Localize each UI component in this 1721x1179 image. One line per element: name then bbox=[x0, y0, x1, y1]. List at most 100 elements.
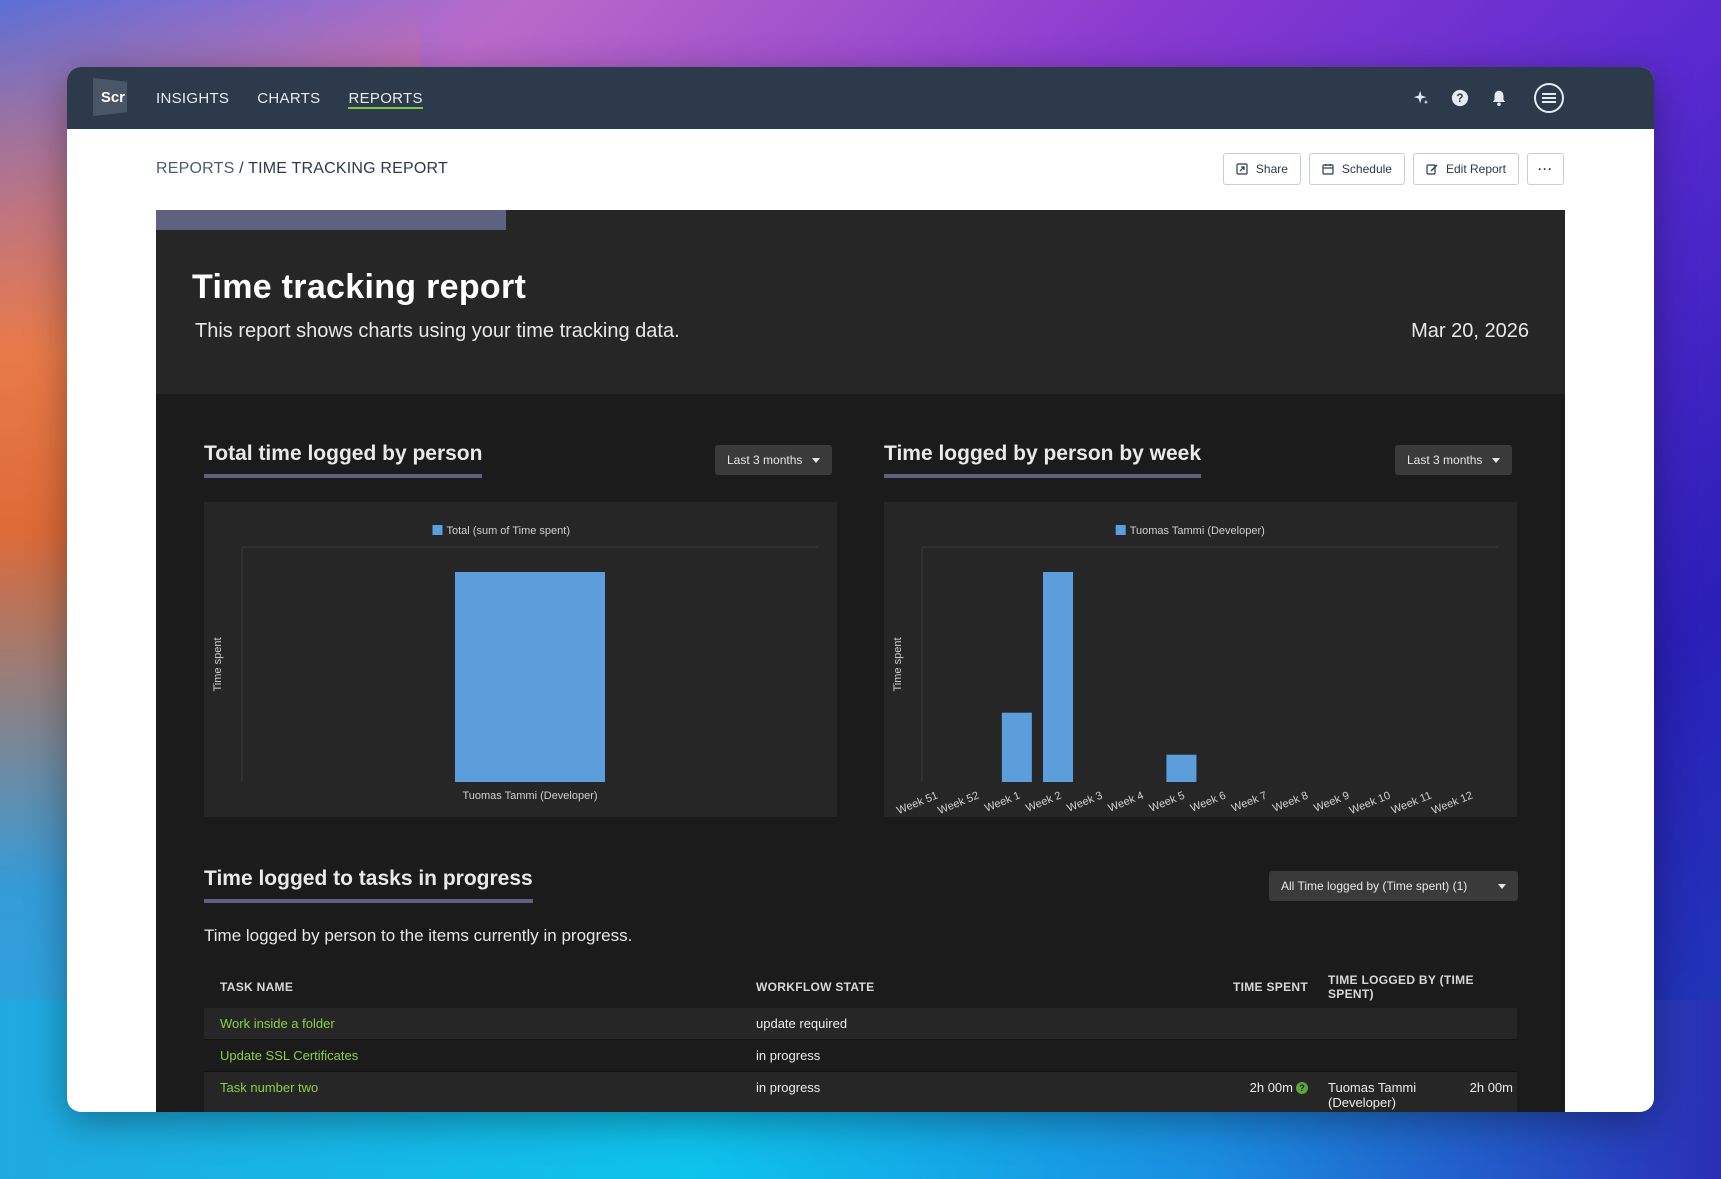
table-header: TASK NAME WORKFLOW STATE TIME SPENT TIME… bbox=[204, 966, 1517, 1008]
x-tick-label: Week 52 bbox=[936, 790, 981, 817]
bar bbox=[1166, 754, 1197, 782]
help-badge-icon[interactable]: ? bbox=[1296, 1082, 1308, 1094]
task-link[interactable]: Update SSL Certificates bbox=[220, 1048, 359, 1063]
main-nav: INSIGHTS CHARTS REPORTS bbox=[156, 67, 451, 129]
caret-down-icon bbox=[812, 457, 821, 463]
nav-charts[interactable]: CHARTS bbox=[257, 89, 321, 107]
x-tick-label: Week 1 bbox=[983, 790, 1022, 815]
tasks-section-title: Time logged to tasks in progress bbox=[204, 867, 533, 903]
report-actions: Share Schedule Edit Report ··· bbox=[1215, 153, 1564, 185]
report-canvas: Time tracking report This report shows c… bbox=[156, 210, 1565, 1112]
x-tick-label: Week 3 bbox=[1065, 790, 1104, 815]
range-label: Last 3 months bbox=[727, 453, 803, 467]
report-date: Mar 20, 2026 bbox=[1411, 320, 1529, 342]
x-tick-label: Week 10 bbox=[1348, 790, 1393, 817]
calendar-icon bbox=[1322, 164, 1334, 175]
schedule-button[interactable]: Schedule bbox=[1308, 153, 1405, 185]
table-row: Update SSL Certificates in progress bbox=[204, 1040, 1517, 1072]
share-icon bbox=[1236, 163, 1248, 175]
edit-report-label: Edit Report bbox=[1445, 162, 1506, 176]
table-row: Work inside a folder update required bbox=[204, 1008, 1517, 1040]
share-label: Share bbox=[1255, 162, 1288, 176]
report-accent-strip bbox=[156, 210, 506, 230]
breadcrumb-reports-link[interactable]: REPORTS bbox=[156, 160, 235, 177]
x-tick-label: Week 6 bbox=[1189, 790, 1228, 815]
breadcrumb-separator: / bbox=[234, 160, 249, 177]
x-tick-label: Tuomas Tammi (Developer) bbox=[462, 790, 597, 802]
x-tick-label: Week 11 bbox=[1390, 790, 1434, 817]
app-logo[interactable]: Scr bbox=[93, 78, 127, 116]
chart-total-time: Total (sum of Time spent) Time spent Tuoma… bbox=[204, 502, 837, 817]
x-tick-label: Week 8 bbox=[1271, 790, 1310, 815]
col-time-logged-by[interactable]: TIME LOGGED BY (TIME SPENT) bbox=[1328, 973, 1474, 1001]
caret-down-icon bbox=[1492, 457, 1501, 463]
app-logo-text: Scr bbox=[100, 88, 125, 106]
x-tick-label: Week 4 bbox=[1107, 790, 1146, 815]
edit-icon bbox=[1426, 164, 1438, 175]
schedule-label: Schedule bbox=[1341, 162, 1392, 176]
task-logged-by bbox=[1328, 1040, 1517, 1056]
y-axis-label: Time spent bbox=[892, 637, 904, 691]
tasks-table: TASK NAME WORKFLOW STATE TIME SPENT TIME… bbox=[204, 966, 1517, 1112]
y-axis-label: Time spent bbox=[212, 637, 224, 691]
bell-icon[interactable] bbox=[1489, 88, 1509, 108]
task-logged-by bbox=[1328, 1008, 1517, 1024]
legend-swatch bbox=[432, 525, 443, 535]
range-label: Last 3 months bbox=[1407, 453, 1483, 467]
x-tick-label: Week 12 bbox=[1430, 790, 1475, 817]
task-time: 2h 00m bbox=[1249, 1080, 1293, 1095]
help-icon[interactable]: ? bbox=[1450, 88, 1470, 108]
legend-swatch bbox=[1115, 525, 1126, 535]
top-nav-bar: Scr INSIGHTS CHARTS REPORTS ? bbox=[67, 67, 1654, 129]
svg-text:?: ? bbox=[1456, 92, 1463, 105]
x-tick-label: Week 9 bbox=[1312, 790, 1351, 815]
chart-weekly-time-svg: Tuomas Tammi (Developer) Time spent Week 5… bbox=[892, 525, 1498, 817]
report-header: Time tracking report This report shows c… bbox=[156, 210, 1565, 394]
x-tick-label: Week 51 bbox=[895, 790, 940, 817]
task-link[interactable]: Task number two bbox=[220, 1080, 319, 1095]
bar bbox=[1001, 712, 1032, 782]
panel-total-time-range-dropdown[interactable]: Last 3 months bbox=[715, 445, 833, 475]
chart-weekly-time: Tuomas Tammi (Developer) Time spent Week 5… bbox=[884, 502, 1517, 817]
task-time-cell: 2h 00m? bbox=[1156, 1072, 1328, 1103]
task-time bbox=[1156, 1040, 1328, 1056]
report-title: Time tracking report bbox=[192, 268, 527, 306]
nav-insights[interactable]: INSIGHTS bbox=[156, 89, 230, 107]
tasks-filter-dropdown[interactable]: All Time logged by (Time spent) (1) bbox=[1269, 871, 1518, 901]
report-subtitle: This report shows charts using your time… bbox=[195, 320, 680, 342]
bar bbox=[455, 572, 605, 782]
app-window: Scr INSIGHTS CHARTS REPORTS ? REPORTS / … bbox=[67, 67, 1654, 1112]
task-time bbox=[1156, 1008, 1328, 1024]
panel-total-time-title: Total time logged by person bbox=[204, 442, 483, 478]
logged-by-time: 2h 00m bbox=[1469, 1080, 1513, 1095]
x-tick-label: Week 5 bbox=[1148, 790, 1187, 815]
caret-down-icon bbox=[1498, 883, 1506, 889]
share-button[interactable]: Share bbox=[1222, 153, 1301, 185]
sparkle-icon[interactable] bbox=[1411, 88, 1431, 108]
task-state: update required bbox=[756, 1016, 848, 1031]
table-row: Task number two in progress 2h 00m? Tuom… bbox=[204, 1072, 1517, 1112]
legend-label: Total (sum of Time spent) bbox=[447, 525, 571, 537]
menu-icon[interactable] bbox=[1534, 83, 1564, 113]
x-tick-label: Week 2 bbox=[1024, 790, 1063, 815]
legend-label: Tuomas Tammi (Developer) bbox=[1130, 525, 1265, 537]
top-icons: ? bbox=[1411, 67, 1654, 129]
logged-by-person: Tuomas Tammi (Developer) bbox=[1328, 1080, 1417, 1110]
chart-total-time-svg: Total (sum of Time spent) Time spent Tuoma… bbox=[212, 525, 818, 802]
panel-weekly-time-title: Time logged by person by week bbox=[884, 442, 1202, 478]
panel-weekly-time-range-dropdown[interactable]: Last 3 months bbox=[1395, 445, 1513, 475]
breadcrumb-current: TIME TRACKING REPORT bbox=[248, 160, 448, 177]
breadcrumb: REPORTS / TIME TRACKING REPORT bbox=[156, 160, 448, 178]
task-state: in progress bbox=[756, 1048, 821, 1063]
task-link[interactable]: Work inside a folder bbox=[220, 1016, 335, 1031]
col-time-spent[interactable]: TIME SPENT bbox=[1232, 980, 1308, 994]
col-workflow-state[interactable]: WORKFLOW STATE bbox=[756, 980, 875, 994]
task-state: in progress bbox=[756, 1080, 821, 1095]
more-options-button[interactable]: ··· bbox=[1527, 153, 1564, 185]
task-logged-by: Tuomas Tammi (Developer) 2h 00m bbox=[1328, 1072, 1517, 1112]
x-tick-label: Week 7 bbox=[1230, 790, 1269, 815]
col-task-name[interactable]: TASK NAME bbox=[220, 980, 294, 994]
nav-reports[interactable]: REPORTS bbox=[348, 67, 424, 129]
edit-report-button[interactable]: Edit Report bbox=[1412, 153, 1519, 185]
tasks-filter-label: All Time logged by (Time spent) (1) bbox=[1281, 879, 1468, 893]
